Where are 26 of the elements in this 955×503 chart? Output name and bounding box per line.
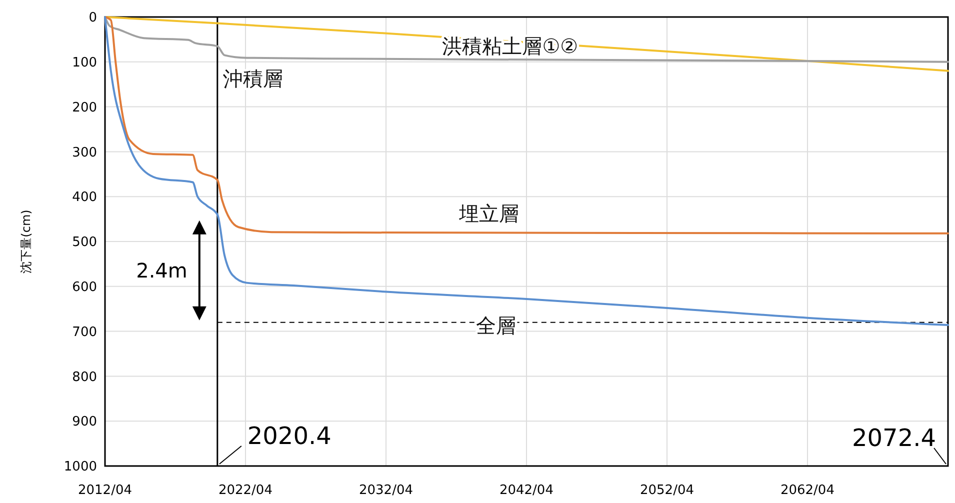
y-tick-label: 300 xyxy=(72,145,97,160)
annotation: 2.4m xyxy=(136,258,188,282)
x-tick-label: 2032/04 xyxy=(358,483,414,498)
y-tick-label: 900 xyxy=(72,414,97,430)
x-tick-label: 2042/04 xyxy=(499,483,554,498)
x-tick-label: 2022/04 xyxy=(218,483,272,498)
y-tick-label: 100 xyxy=(72,55,97,70)
y-tick-label: 0 xyxy=(88,10,97,26)
ref-line-label: 2020.4 xyxy=(247,422,332,450)
line-series xyxy=(104,16,949,234)
y-tick-label: 600 xyxy=(72,280,97,295)
series-label: 沖積層 xyxy=(223,66,284,90)
y-tick-label: 400 xyxy=(72,190,97,206)
y-tick-label: 800 xyxy=(72,370,97,385)
y-axis-title: 沈下量(cm) xyxy=(19,210,33,274)
y-tick-label: 700 xyxy=(72,324,97,340)
y-tick-label: 200 xyxy=(72,100,97,116)
series-label: 埋立層 xyxy=(458,202,520,226)
annotation: 2072.4 xyxy=(852,424,936,452)
x-tick-label: 2062/04 xyxy=(780,483,834,498)
line-series xyxy=(104,16,949,63)
y-tick-label: 500 xyxy=(72,235,97,250)
y-tick-label: 1000 xyxy=(64,460,97,475)
x-tick-label: 2012/04 xyxy=(78,483,132,498)
series-label: 全層 xyxy=(476,313,516,338)
x-tick-label: 2052/04 xyxy=(640,483,694,498)
